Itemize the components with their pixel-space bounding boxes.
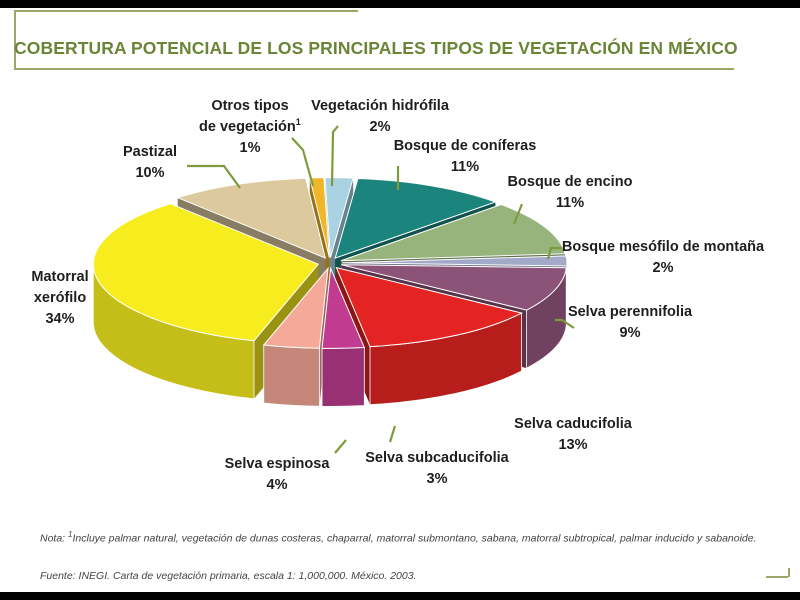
leader-selva-perennifolia <box>555 318 575 329</box>
slice-selva-espinosa-top <box>262 266 329 349</box>
label-bosque-de-coniferas: Bosque de coníferas 11% <box>394 138 537 175</box>
slice-bosque-mesofilo-de-montana-top <box>341 255 568 267</box>
label-bosque-de-encino: Bosque de encino 11% <box>508 174 633 211</box>
label-pastizal-name: Pastizal <box>123 144 177 160</box>
label-selva-perennifolia-value: 9% <box>620 325 641 341</box>
label-selva-subcaducifolia: Selva subcaducifolia 3% <box>365 450 509 487</box>
label-selva-espinosa: Selva espinosa 4% <box>225 456 331 493</box>
leader-selva-espinosa <box>334 439 347 454</box>
label-selva-espinosa-name: Selva espinosa <box>225 456 331 472</box>
slice-selva-caducifolia-top <box>335 266 523 348</box>
chart-note: Nota: 1Incluye palmar natural, vegetació… <box>40 526 775 548</box>
slice-vegetacion-hidrofila-top <box>324 177 354 258</box>
label-selva-perennifolia: Selva perennifolia 9% <box>568 304 693 341</box>
label-vegetacion-hidrofila: Vegetación hidrófila 2% <box>311 98 450 135</box>
label-matorral-xerofilo-name: Matorral <box>31 269 88 285</box>
label-otros-tipos-de-vegetacion-name: Otros tipos <box>211 98 288 114</box>
label-matorral-xerofilo-name: xerófilo <box>34 290 87 306</box>
slice-selva-subcaducifolia-rim <box>321 347 365 407</box>
label-vegetacion-hidrofila-value: 2% <box>370 119 391 135</box>
note-text: Incluye palmar natural, vegetación de du… <box>72 532 757 545</box>
source-prefix: Fuente: INEGI. <box>40 570 111 582</box>
label-bosque-de-encino-name: Bosque de encino <box>508 174 633 190</box>
label-bosque-mesofilo-de-montana-value: 2% <box>653 260 674 276</box>
leader-vegetacion-hidrofila <box>330 125 339 187</box>
frame-left-line <box>14 10 16 68</box>
slice-selva-subcaducifolia-top <box>321 266 366 349</box>
slice-matorral-xerofilo <box>92 203 320 400</box>
note-prefix: Nota: <box>40 532 66 545</box>
source-suffix: México. 2003. <box>351 570 417 582</box>
note-superscript: 1 <box>68 530 73 539</box>
leader-bosque-de-encino <box>512 203 524 225</box>
label-otros-tipos-de-vegetacion-superscript: 1 <box>296 117 301 127</box>
slice-selva-espinosa <box>262 266 329 407</box>
chart-title: COBERTURA POTENCIAL DE LOS PRINCIPALES T… <box>14 38 738 58</box>
label-otros-tipos-de-vegetacion-value: 1% <box>240 140 261 156</box>
label-vegetacion-hidrofila-name: Vegetación hidrófila <box>311 98 450 114</box>
slice-labels: Otros tipos de vegetación1 1% Vegetación h… <box>31 98 765 493</box>
label-selva-caducifolia-name: Selva caducifolia <box>514 416 633 432</box>
label-selva-caducifolia-value: 13% <box>558 437 587 453</box>
page: COBERTURA POTENCIAL DE LOS PRINCIPALES T… <box>0 8 800 592</box>
label-selva-espinosa-value: 4% <box>267 477 288 493</box>
leader-lines <box>187 125 575 454</box>
frame-right-line <box>788 568 790 577</box>
source-title: Carta de vegetación primaria, escala 1: … <box>112 570 349 582</box>
label-bosque-de-encino-value: 11% <box>556 195 584 211</box>
label-bosque-de-coniferas-value: 11% <box>451 159 479 175</box>
slice-bosque-de-coniferas-top <box>334 178 497 259</box>
label-otros-tipos-de-vegetacion-name: de vegetación <box>199 119 296 135</box>
label-selva-caducifolia: Selva caducifolia 13% <box>514 416 633 453</box>
leader-otros-tipos-de-vegetacion <box>291 137 315 187</box>
slice-selva-perennifolia-top <box>341 264 567 311</box>
pie-slices <box>92 177 568 407</box>
pie-chart: Otros tipos de vegetación1 1% Vegetación h… <box>31 98 765 493</box>
frame-bottom-line <box>766 576 788 578</box>
leader-pastizal <box>187 164 241 189</box>
label-bosque-mesofilo-de-montana: Bosque mesófilo de montaña 2% <box>562 239 765 276</box>
frame-title-underline <box>14 68 734 70</box>
slice-selva-espinosa-rim <box>263 344 320 407</box>
label-matorral-xerofilo: Matorral xerófilo 34% <box>31 269 88 327</box>
label-bosque-mesofilo-de-montana-name: Bosque mesófilo de montaña <box>562 239 765 255</box>
label-selva-subcaducifolia-name: Selva subcaducifolia <box>365 450 509 466</box>
label-pastizal: Pastizal 10% <box>123 144 177 181</box>
leader-bosque-mesofilo-de-montana <box>546 246 562 260</box>
leader-selva-subcaducifolia <box>388 425 397 443</box>
slice-bosque-de-encino-top <box>340 204 566 262</box>
label-pastizal-value: 10% <box>135 165 164 181</box>
label-matorral-xerofilo-value: 34% <box>45 311 74 327</box>
chart-source: Fuente: INEGI. Carta de vegetación prima… <box>40 570 775 582</box>
label-selva-subcaducifolia-value: 3% <box>427 471 448 487</box>
label-selva-perennifolia-name: Selva perennifolia <box>568 304 693 320</box>
label-bosque-de-coniferas-name: Bosque de coníferas <box>394 138 537 154</box>
slice-matorral-xerofilo-top <box>92 203 320 342</box>
label-otros-tipos-de-vegetacion: Otros tipos de vegetación1 1% <box>199 98 301 156</box>
slice-selva-subcaducifolia <box>321 266 366 407</box>
frame-top-line <box>14 10 358 12</box>
